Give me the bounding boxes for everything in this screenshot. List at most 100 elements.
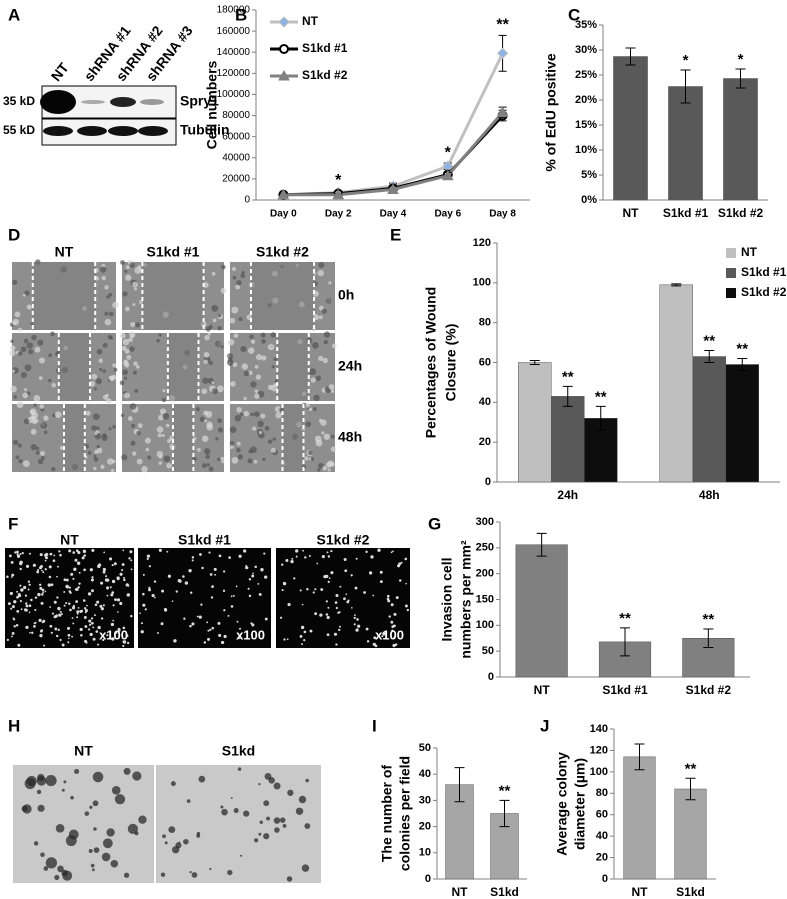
cell xyxy=(220,345,224,349)
cell xyxy=(91,576,94,579)
cell xyxy=(25,604,29,608)
cell xyxy=(68,586,71,589)
cell xyxy=(327,468,331,472)
cell xyxy=(139,612,141,615)
cell xyxy=(372,642,376,647)
cell xyxy=(313,394,320,402)
cell xyxy=(130,614,133,618)
cell xyxy=(322,465,328,471)
cell xyxy=(26,342,33,349)
cell xyxy=(132,303,136,307)
cell xyxy=(86,604,88,607)
error-bar xyxy=(685,777,696,801)
cell xyxy=(142,573,145,576)
cell xyxy=(94,450,99,454)
cell xyxy=(39,634,43,638)
significance: * xyxy=(683,52,689,69)
cell xyxy=(122,338,130,346)
y-tick-label: 50 xyxy=(419,742,431,754)
cell xyxy=(103,551,106,554)
x-tick-label: Day 4 xyxy=(380,209,407,220)
colony xyxy=(37,773,45,782)
cell xyxy=(10,576,13,578)
micrograph xyxy=(156,765,321,883)
cell xyxy=(303,630,307,634)
marker xyxy=(441,169,454,181)
colony xyxy=(162,834,166,839)
error-bar xyxy=(634,743,645,771)
cell xyxy=(113,368,118,372)
cell xyxy=(99,368,103,372)
panel-letter: D xyxy=(8,225,20,244)
cell xyxy=(338,628,341,632)
cell xyxy=(129,262,135,268)
cell xyxy=(318,261,325,269)
cell xyxy=(45,556,48,560)
cell xyxy=(102,369,106,373)
cell xyxy=(22,392,29,399)
x-tick-label: NT xyxy=(623,206,640,220)
cell xyxy=(321,431,325,435)
error-bar xyxy=(595,405,606,431)
error-bar xyxy=(529,360,540,365)
cell xyxy=(13,600,17,604)
cell xyxy=(195,407,200,412)
cell xyxy=(304,456,309,461)
cell xyxy=(327,555,331,558)
cell xyxy=(37,569,40,572)
cell xyxy=(34,596,38,599)
cell xyxy=(12,279,18,285)
cell xyxy=(183,617,186,620)
cell xyxy=(230,605,234,608)
cell xyxy=(232,362,238,368)
cell xyxy=(89,632,93,637)
colony xyxy=(227,869,233,876)
cell xyxy=(124,348,130,354)
cell xyxy=(49,552,53,556)
cell xyxy=(254,389,259,393)
cell xyxy=(191,559,194,562)
y-tick-label: 160000 xyxy=(217,26,251,37)
cell xyxy=(111,637,115,641)
cell xyxy=(50,583,54,587)
cell xyxy=(231,266,237,272)
error-bar xyxy=(703,628,714,649)
cell xyxy=(73,567,77,571)
cell xyxy=(308,407,313,411)
cell xyxy=(56,596,59,599)
cell xyxy=(24,364,32,372)
cell xyxy=(386,594,390,598)
cell xyxy=(206,621,209,624)
cell xyxy=(330,446,337,452)
cell xyxy=(11,605,15,609)
y-tick-label: 25% xyxy=(575,69,597,81)
cell xyxy=(74,558,78,562)
y-tick-label: 5% xyxy=(581,169,597,181)
cell xyxy=(393,636,396,639)
cell xyxy=(243,410,250,417)
cell xyxy=(357,624,361,628)
bar xyxy=(723,78,758,201)
panel-letter: B xyxy=(235,5,247,24)
cell xyxy=(18,351,23,356)
cell xyxy=(240,345,247,353)
cell xyxy=(109,557,113,561)
cell xyxy=(119,601,123,606)
cell xyxy=(85,410,91,416)
cell xyxy=(148,586,151,589)
cell xyxy=(79,627,83,632)
cell xyxy=(158,461,163,465)
cell xyxy=(87,592,92,596)
blot-band xyxy=(40,90,76,114)
y-axis-label: numbers per mm² xyxy=(458,540,474,659)
y-tick-label: 120000 xyxy=(217,68,251,79)
cell xyxy=(312,342,319,349)
cell xyxy=(351,607,353,609)
legend-label: S1kd #2 xyxy=(302,68,348,82)
cell xyxy=(24,594,28,597)
panel-letter: A xyxy=(8,5,20,24)
y-tick-label: 10% xyxy=(575,144,597,156)
cell xyxy=(318,315,323,320)
cell xyxy=(250,339,256,344)
cell xyxy=(229,426,237,434)
